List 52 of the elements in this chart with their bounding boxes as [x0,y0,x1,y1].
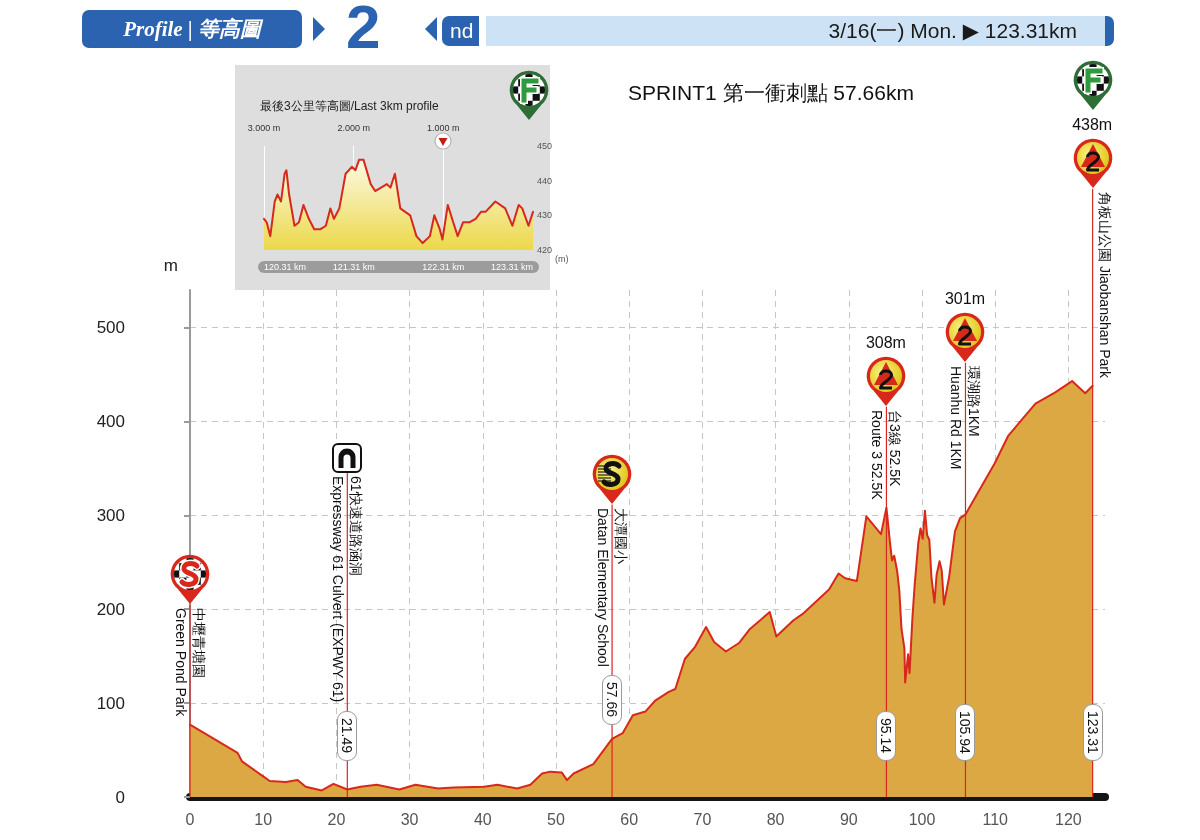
x-tick-label: 0 [185,810,195,828]
ref-line-label: 105.94 [955,704,976,761]
y2-tick-label: 430 [537,210,553,221]
x-tick-label: 10 [254,810,273,828]
x-tick-label: 70 [693,810,712,828]
annotation: 環湖路1KM Huanhu Rd 1KM [947,365,984,470]
ref-line-label: 95.14 [876,711,897,761]
text: nd [442,16,480,46]
annotation: 大潭國小 Datan Elementary School [594,507,631,667]
ref-line-label: 21.49 [337,711,358,761]
y2-tick-label: 420 [537,245,553,255]
y-tick-label: 300 [96,505,125,525]
annotation: 61快速道路涵洞 Expressway 61 Culvert (EXPWY 61) [329,476,366,703]
x2-tick-label: 2.000 m [337,122,370,133]
x-tick-label: 60 [620,810,639,828]
x-tick-label: 110 [982,810,1009,828]
text: 2 [346,0,381,61]
y-tick-label: 500 [96,318,125,338]
x-tick-label: 30 [400,810,419,828]
x-tick-label: 100 [908,810,936,828]
y2-axis-title: (m) [555,253,569,264]
chart-title: 最後3公里等高圖/Last 3km profile [260,99,440,113]
ref-line-label: 123.31 [1082,704,1103,761]
ref-line-label: 57.66 [602,674,623,725]
x-tick-label: 122.31 km [422,261,465,272]
x-tick-label: 120.31 km [264,261,307,272]
text: 438m [1072,114,1113,134]
annotation: 角板山公園 Jiaobanshan Park [1095,191,1114,378]
x-tick-label: 50 [547,810,565,828]
text: SPRINT1 第一衝刺點 57.66km [628,80,914,106]
x-tick-label: 20 [327,810,346,828]
x-tick-label: 90 [839,810,858,828]
annotation: 301m [944,288,985,308]
text: 3/16(一) Mon. ▶ 123.31km [486,16,1114,46]
y-tick-label: 200 [96,599,125,619]
y-axis-title: m [163,256,178,275]
x2-tick-label: 3.000 m [247,122,281,133]
annotation: 台3線 52.5K Route 3 52.5K [868,409,905,500]
y2-tick-label: 440 [537,175,553,186]
x-tick-label: 40 [473,810,492,828]
annotation: 中壢青塘園 Green Pond Park [172,607,208,716]
x2-tick-label: 1.000 m [427,122,460,133]
y-tick-label: 100 [96,693,125,713]
y2-tick-label: 450 [537,141,553,151]
x-tick-label: 121.31 km [332,261,375,272]
x-tick-label: 120 [1055,810,1082,828]
y-tick-label: 0 [115,787,125,807]
x-tick-label: 80 [766,810,785,828]
annotation: 308m [865,332,906,352]
text: Profile | 等高圖 [82,10,302,48]
y-tick-label: 400 [96,411,125,431]
x-tick-label: 123.31 km [490,261,533,272]
